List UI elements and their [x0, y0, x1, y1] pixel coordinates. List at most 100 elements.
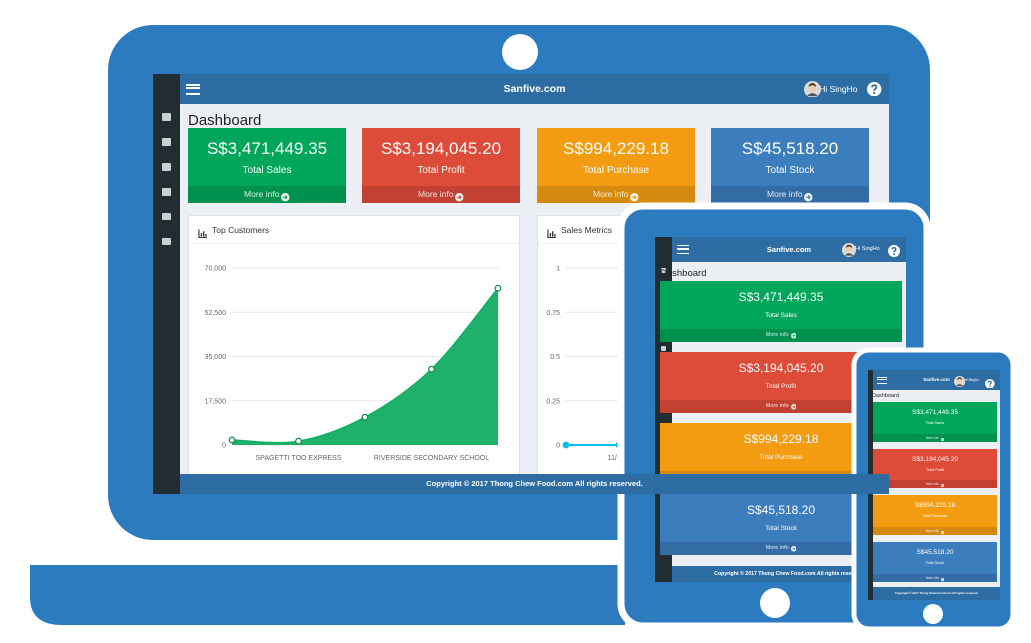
stat-card: S$3,471,449.35 Total Sales More info	[873, 402, 997, 442]
arrow-icon	[281, 191, 290, 202]
arrow-icon	[941, 530, 945, 535]
arrow-icon	[941, 483, 945, 488]
help-button-glyph	[867, 81, 882, 97]
card-footer[interactable]: More info	[362, 186, 520, 203]
arrow-icon-glyph	[455, 193, 464, 202]
card-footer[interactable]: More info	[660, 542, 902, 555]
screen: Sanfive.com Hi SingHo Copyright © 2017 Tho…	[868, 370, 1000, 600]
menu-button[interactable]	[677, 245, 689, 255]
card-value: S$3,471,449.35	[738, 290, 824, 304]
brand: Sanfive.com	[503, 83, 566, 95]
card-label: Total Profit	[765, 383, 797, 390]
footer: Copyright © 2017 Thong Chew Food.com All…	[873, 587, 1000, 600]
more-info-link[interactable]: More info	[244, 189, 280, 199]
sidebar-icon	[161, 187, 172, 196]
chart-icon	[547, 225, 557, 239]
card-value: S$994,229.18	[743, 432, 819, 446]
user-avatar	[804, 80, 821, 98]
menu-bar	[677, 248, 689, 250]
panel-title: Top Customers	[212, 225, 270, 235]
more-info-link[interactable]: More info	[418, 189, 454, 199]
user-greeting: Hi SingHo	[964, 378, 979, 382]
card-footer[interactable]: More info	[188, 186, 346, 203]
more-info-link[interactable]: More info	[765, 545, 789, 551]
arrow-icon	[804, 191, 813, 202]
card-footer[interactable]: More info	[873, 434, 997, 442]
arrow-icon-glyph	[941, 484, 945, 488]
more-info-link[interactable]: More info	[765, 403, 789, 409]
card-footer[interactable]: More info	[660, 329, 902, 342]
more-info-link[interactable]: More info	[925, 436, 940, 440]
top-bar: Sanfive.com Hi SingHo	[180, 74, 889, 104]
arrow-icon	[941, 577, 945, 582]
panel-header	[189, 216, 519, 244]
footer: Copyright © 2017 Thong Chew Food.com All…	[672, 566, 906, 582]
more-info-link[interactable]: More info	[765, 332, 789, 338]
card-value: S$3,194,045.20	[738, 361, 824, 375]
user-avatar-glyph	[954, 376, 966, 388]
help-button[interactable]	[867, 81, 882, 97]
stat-card: S$3,194,045.20 Total Profit More info	[873, 449, 997, 488]
arrow-icon-glyph	[804, 193, 813, 202]
card-footer[interactable]: More info	[873, 574, 997, 582]
sidebar	[153, 74, 180, 494]
user-avatar	[954, 374, 966, 388]
more-info-link[interactable]: More info	[925, 529, 940, 533]
sidebar-icon	[161, 212, 172, 221]
arrow-icon	[790, 403, 797, 410]
card-footer[interactable]: More info	[537, 186, 695, 203]
chart-panel: Top Customers	[188, 215, 520, 475]
card-footer[interactable]: More info	[660, 400, 902, 413]
help-button-glyph	[985, 378, 995, 389]
card-value: S$45,518.20	[746, 503, 816, 517]
card-value: S$45,518.20	[916, 549, 954, 556]
help-button[interactable]	[985, 375, 995, 389]
stat-card: S$3,471,449.35 Total Sales More info	[660, 281, 902, 342]
more-info-link[interactable]: More info	[593, 189, 629, 199]
laptop-base	[30, 565, 625, 625]
arrow-icon-glyph	[790, 404, 797, 410]
card-label: Total Purchase	[582, 165, 650, 176]
card-label: Total Stock	[925, 561, 945, 565]
top-bar: Sanfive.com Hi SingHo	[873, 370, 1000, 390]
help-button[interactable]	[887, 244, 900, 257]
more-info-link[interactable]: More info	[767, 189, 803, 199]
arrow-icon-glyph	[941, 531, 945, 535]
card-footer[interactable]: More info	[873, 480, 997, 488]
top-bar: Sanfive.com Hi SingHo	[672, 237, 906, 262]
card-value: S$3,194,045.20	[380, 139, 502, 158]
arrow-icon	[455, 191, 464, 202]
stat-card: S$3,471,449.35 Total Sales More info	[188, 128, 346, 203]
user-greeting: Hi SingHo	[819, 84, 858, 94]
panel-title: Sales Metrics	[561, 225, 613, 235]
arrow-icon	[790, 545, 797, 552]
menu-button[interactable]	[877, 376, 887, 384]
help-button-glyph	[887, 244, 900, 257]
user-avatar-glyph	[842, 242, 857, 257]
card-label: Total Purchase	[922, 514, 948, 518]
card-label: Total Sales	[242, 165, 292, 176]
stat-card: S$45,518.20 Total Stock More info	[711, 128, 869, 203]
arrow-icon-glyph	[941, 438, 945, 442]
chart-icon	[198, 225, 208, 239]
more-info-link[interactable]: More info	[925, 576, 940, 580]
card-label: Total Purchase	[759, 454, 803, 461]
arrow-icon-glyph	[790, 333, 797, 339]
arrow-icon-glyph	[790, 546, 797, 552]
sidebar-icon	[161, 138, 172, 146]
stat-card: S$3,194,045.20 Total Profit More info	[660, 352, 902, 413]
card-footer[interactable]: More info	[873, 527, 997, 535]
menu-button[interactable]	[186, 83, 201, 95]
arrow-icon	[941, 437, 945, 442]
user-avatar	[842, 242, 857, 257]
card-footer[interactable]: More info	[711, 186, 869, 203]
stat-card: S$994,229.18 Total Purchase More info	[537, 128, 695, 203]
card-value: S$3,471,449.35	[912, 409, 958, 416]
more-info-link[interactable]: More info	[925, 482, 940, 486]
arrow-icon	[790, 332, 797, 339]
brand: Sanfive.com	[766, 245, 812, 254]
page-title: Dashboard	[188, 112, 262, 129]
sidebar-icon	[161, 113, 172, 121]
stat-card: S$994,229.18 Total Purchase More info	[873, 495, 997, 535]
